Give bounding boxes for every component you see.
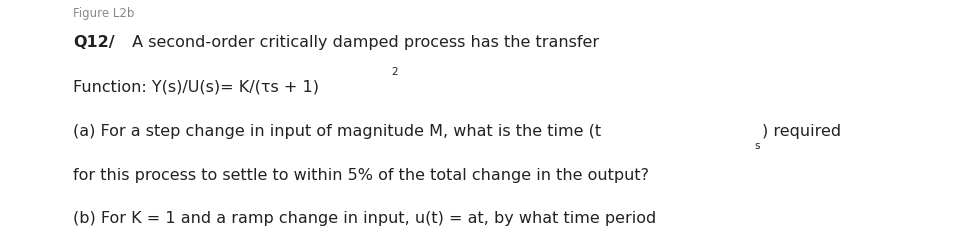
Text: Figure L2b: Figure L2b	[73, 7, 135, 20]
Text: Q12/: Q12/	[73, 35, 115, 50]
Text: s: s	[754, 141, 759, 151]
Text: for this process to settle to within 5% of the total change in the output?: for this process to settle to within 5% …	[73, 168, 649, 183]
Text: A second-order critically damped process has the transfer: A second-order critically damped process…	[127, 35, 599, 50]
Text: Function: Y(s)/U(s)= K/(τs + 1): Function: Y(s)/U(s)= K/(τs + 1)	[73, 79, 319, 94]
Text: ) required: ) required	[761, 124, 840, 139]
Text: (b) For K = 1 and a ramp change in input, u(t) = at, by what time period: (b) For K = 1 and a ramp change in input…	[73, 212, 656, 227]
Text: 2: 2	[391, 67, 397, 77]
Text: (a) For a step change in input of magnitude M, what is the time (t: (a) For a step change in input of magnit…	[73, 124, 601, 139]
